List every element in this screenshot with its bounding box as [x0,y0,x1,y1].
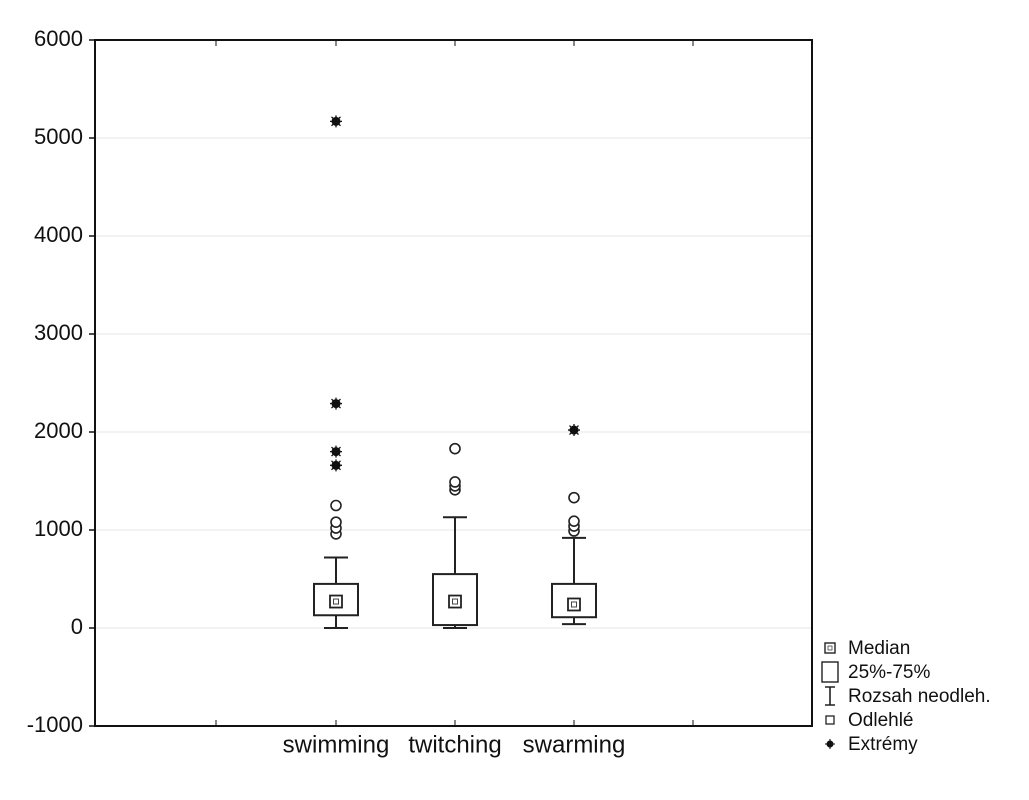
legend-label-whisker: Rozsah neodleh. [848,686,991,707]
category-label-twitching: twitching [408,731,501,758]
y-tick-label: 0 [71,614,83,639]
outlier-point [568,515,580,527]
outlier-point [449,476,461,488]
plot-frame [94,39,813,727]
y-tick-label: 3000 [34,320,83,345]
legend-outlier-symbol [825,715,835,725]
extreme-point-star [330,459,342,472]
legend-label-outlier: Odlehlé [848,710,914,731]
legend-whisker-symbol [825,686,835,706]
legend-label-median: Median [848,638,910,659]
outlier-point [330,516,342,528]
outlier-point [568,491,580,504]
legend-median-symbol-inner [827,645,833,651]
category-label-swimming: swimming [283,731,390,758]
outlier-point [330,499,342,512]
extreme-point-star [568,424,580,437]
y-tick-label: -1000 [27,712,83,737]
extreme-point-star [330,445,342,458]
median-marker-inner [333,598,339,605]
y-tick-label: 6000 [34,26,83,51]
extreme-point-star [330,115,342,128]
legend-label-box: 25%-75% [848,662,930,683]
median-marker-inner [571,601,577,608]
iqr-box [313,582,359,617]
extreme-point-star [330,397,342,410]
y-tick-label: 2000 [34,418,83,443]
y-tick-label: 1000 [34,516,83,541]
median-marker-inner [452,598,458,605]
legend-label-extreme: Extrémy [848,734,918,755]
legend-extreme-symbol-star [825,739,835,749]
y-tick-label: 5000 [34,124,83,149]
legend-box-symbol [821,661,839,683]
outlier-point [449,442,461,455]
category-label-swarming: swarming [523,731,626,758]
y-tick-label: 4000 [34,222,83,247]
